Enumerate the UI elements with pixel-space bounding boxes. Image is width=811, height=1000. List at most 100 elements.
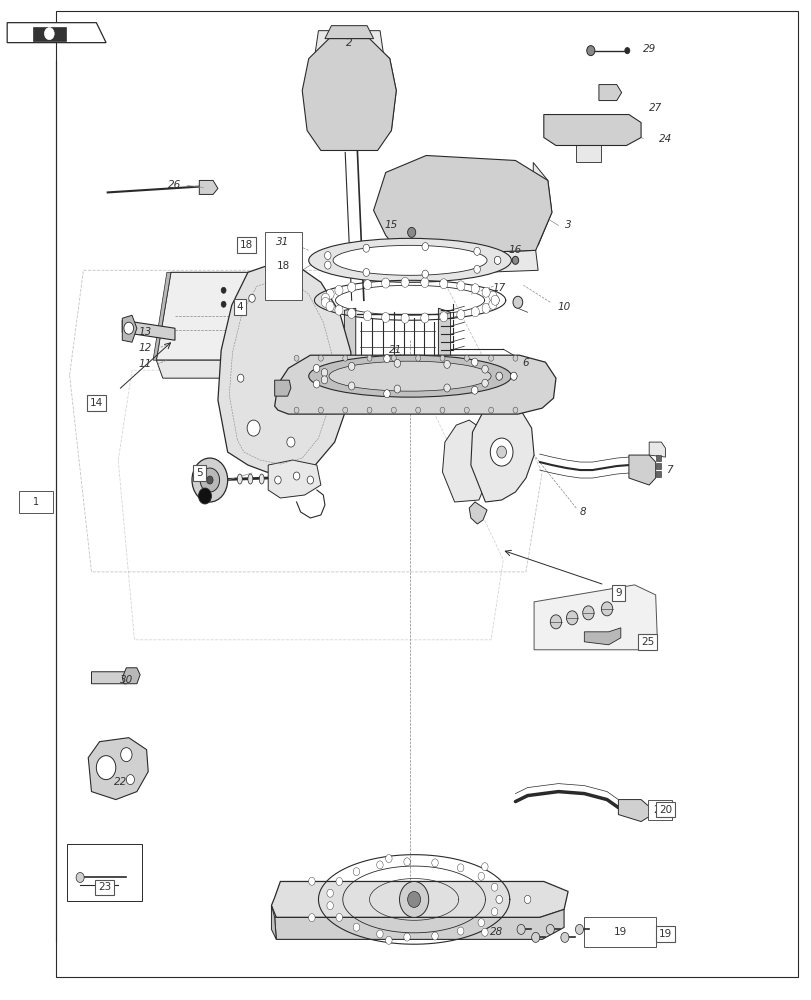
Text: 24: 24 [658, 134, 672, 144]
Text: 1: 1 [32, 497, 39, 507]
Circle shape [336, 877, 342, 885]
Circle shape [586, 46, 594, 56]
Circle shape [348, 362, 354, 370]
Circle shape [327, 889, 333, 897]
Circle shape [431, 932, 438, 940]
Polygon shape [217, 265, 350, 475]
Polygon shape [274, 355, 556, 414]
Polygon shape [157, 272, 292, 360]
Text: 29: 29 [642, 44, 655, 54]
Text: 30: 30 [119, 675, 133, 685]
Circle shape [308, 877, 315, 885]
Polygon shape [274, 380, 290, 396]
Circle shape [440, 279, 448, 289]
Text: 17: 17 [492, 283, 505, 293]
Circle shape [488, 355, 493, 361]
Circle shape [391, 407, 396, 413]
Circle shape [289, 274, 295, 282]
Circle shape [221, 287, 225, 293]
Text: 7: 7 [665, 465, 672, 475]
Circle shape [321, 293, 329, 303]
Circle shape [381, 278, 389, 288]
Circle shape [431, 859, 438, 867]
Circle shape [415, 355, 420, 361]
Circle shape [286, 437, 294, 447]
Circle shape [560, 932, 569, 942]
Polygon shape [654, 455, 660, 461]
Circle shape [496, 372, 502, 380]
Circle shape [550, 615, 561, 629]
Circle shape [491, 295, 499, 305]
Circle shape [420, 278, 428, 288]
Polygon shape [88, 738, 148, 800]
Polygon shape [92, 672, 132, 684]
Circle shape [566, 611, 577, 625]
Circle shape [367, 407, 371, 413]
Text: 6: 6 [522, 358, 529, 368]
Circle shape [481, 928, 487, 936]
Circle shape [399, 881, 428, 917]
Circle shape [321, 376, 328, 384]
Circle shape [471, 386, 478, 394]
Circle shape [327, 902, 333, 910]
Text: 13: 13 [138, 327, 152, 337]
Circle shape [393, 359, 400, 367]
Text: 27: 27 [648, 103, 662, 113]
Ellipse shape [308, 238, 511, 282]
Circle shape [342, 355, 347, 361]
Polygon shape [576, 145, 600, 162]
Text: 20: 20 [652, 805, 666, 815]
Text: 8: 8 [579, 507, 586, 517]
Circle shape [363, 244, 369, 252]
Circle shape [582, 606, 594, 620]
Circle shape [510, 372, 517, 380]
Text: 31: 31 [276, 237, 289, 247]
Polygon shape [122, 668, 140, 684]
Circle shape [401, 277, 409, 287]
Polygon shape [470, 402, 534, 502]
Circle shape [440, 312, 448, 322]
Circle shape [524, 895, 530, 903]
Text: 28: 28 [490, 927, 503, 937]
Text: 18: 18 [239, 240, 252, 250]
Circle shape [200, 468, 219, 492]
Circle shape [353, 923, 359, 931]
Polygon shape [324, 26, 373, 39]
Circle shape [407, 891, 420, 907]
Circle shape [393, 385, 400, 393]
Circle shape [494, 256, 500, 264]
Polygon shape [373, 155, 551, 255]
Polygon shape [543, 115, 641, 145]
Polygon shape [469, 502, 487, 524]
Circle shape [342, 407, 347, 413]
Bar [19, 491, 53, 513]
Circle shape [482, 287, 490, 297]
Polygon shape [33, 27, 66, 41]
Circle shape [471, 358, 478, 366]
Text: 14: 14 [89, 398, 103, 408]
Text: 5: 5 [195, 468, 203, 478]
Polygon shape [315, 31, 383, 53]
Text: 23: 23 [97, 882, 111, 892]
Circle shape [488, 299, 496, 309]
Text: 3: 3 [564, 220, 571, 230]
Circle shape [391, 355, 396, 361]
Circle shape [440, 407, 444, 413]
Circle shape [407, 227, 415, 237]
Circle shape [363, 280, 371, 290]
Text: 18: 18 [277, 261, 290, 271]
Circle shape [513, 355, 517, 361]
Circle shape [248, 294, 255, 302]
Circle shape [491, 883, 497, 891]
Circle shape [510, 372, 517, 380]
Circle shape [334, 305, 342, 315]
Bar [264, 232, 302, 300]
Circle shape [221, 301, 225, 307]
Circle shape [385, 936, 392, 944]
Text: 26: 26 [168, 180, 182, 190]
Circle shape [496, 895, 502, 903]
Circle shape [481, 863, 487, 871]
Circle shape [524, 895, 530, 903]
Circle shape [444, 360, 450, 368]
Ellipse shape [328, 361, 491, 391]
